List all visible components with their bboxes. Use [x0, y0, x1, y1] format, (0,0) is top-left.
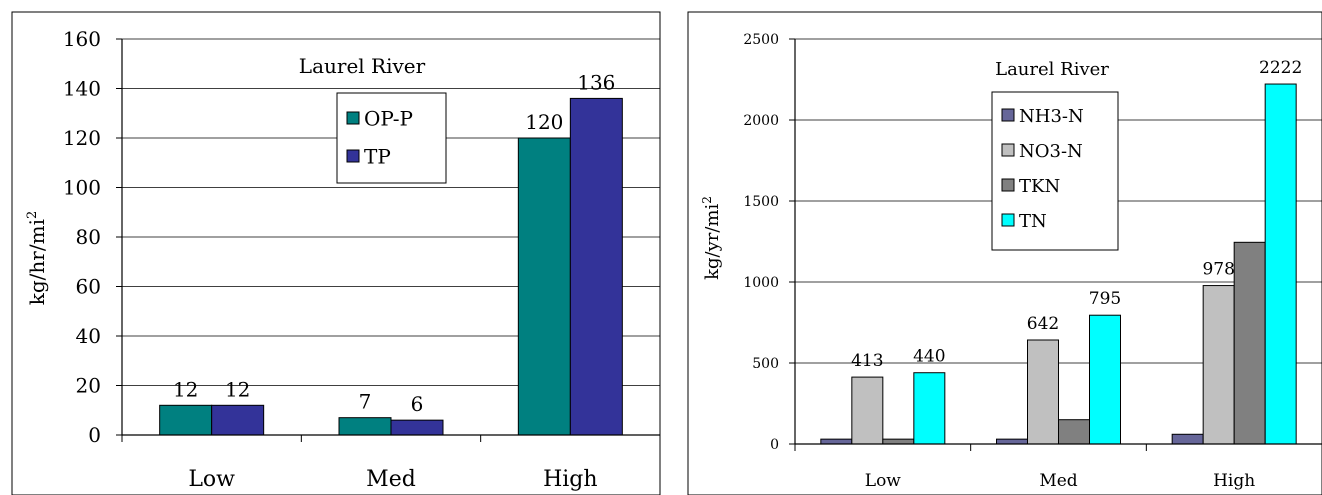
- chart-left-legend-label: OP-P: [364, 107, 413, 131]
- chart-right-data-label: 2222: [1259, 58, 1302, 78]
- chart-right: kg/yr/mi2 0 500 1000 1500 2000 2500 Low Med High…: [687, 11, 1322, 495]
- chart-left-bar-op-p-high: [517, 137, 571, 436]
- chart-right-legend-swatch: [1001, 108, 1015, 122]
- chart-right-y-tick-label: 1000: [743, 275, 779, 291]
- chart-right-legend-swatch: [1001, 178, 1015, 192]
- chart-left-y-tick-label: 120: [63, 126, 101, 150]
- chart-left-y-tick-label: 20: [76, 374, 101, 398]
- chart-right-bar-tkn-low: [882, 438, 915, 445]
- chart-left-legend-label: TP: [364, 145, 391, 169]
- chart-right-legend-swatch: [1001, 213, 1015, 227]
- chart-right-bar-nh3-n-high: [1171, 433, 1204, 445]
- chart-right-bar-tkn-med: [1058, 419, 1090, 445]
- chart-left-y-tick-label: 160: [63, 27, 101, 51]
- chart-right-bar-no3-n-high: [1202, 285, 1235, 445]
- chart-right-bar-nh3-n-low: [820, 438, 853, 445]
- chart-right-title: Laurel River: [995, 59, 1109, 80]
- chart-right-y-tick-label: 2500: [743, 32, 779, 48]
- chart-right-y-tick-label: 500: [752, 356, 779, 372]
- chart-right-data-label: 978: [1202, 260, 1234, 280]
- chart-left-y-tick-label: 40: [76, 324, 101, 348]
- chart-right-x-tick-label: Low: [865, 471, 902, 491]
- chart-left: kg/hr/mi2 0 20 40 60 80 100 120 140 160 Low Med Hig…: [11, 11, 661, 495]
- chart-right-legend-label: TKN: [1019, 176, 1060, 197]
- chart-right-bar-no3-n-low: [851, 376, 884, 445]
- chart-left-y-axis-label: kg/hr/mi2: [25, 211, 49, 305]
- chart-left-y-tick-label: 0: [88, 423, 101, 447]
- chart-right-bar-tkn-high: [1233, 241, 1266, 445]
- chart-left-bar-tp-med: [390, 419, 444, 436]
- chart-right-data-label: 795: [1089, 289, 1121, 309]
- chart-left-data-label: 12: [173, 377, 198, 401]
- chart-right-bar-tn-high: [1264, 83, 1297, 445]
- chart-left-bar-op-p-med: [338, 417, 392, 436]
- chart-left-title: Laurel River: [299, 54, 426, 78]
- chart-right-legend-label: NO3-N: [1019, 141, 1083, 162]
- chart-left-x-tick-label: Med: [366, 467, 416, 492]
- chart-left-y-tick-label: 140: [63, 77, 101, 101]
- chart-left-y-tick-label: 100: [63, 176, 101, 200]
- chart-right-bar-tn-low: [913, 372, 946, 445]
- chart-left-bar-tp-high: [569, 97, 623, 436]
- chart-right-y-tick-label: 0: [770, 437, 779, 453]
- chart-left-data-label: 120: [525, 110, 563, 134]
- chart-left-data-label: 7: [359, 390, 372, 414]
- chart-left-x-tick-label: Low: [188, 467, 235, 492]
- chart-right-y-tick-label: 1500: [743, 194, 779, 210]
- chart-left-legend-swatch: [346, 111, 360, 125]
- chart-right-bar-nh3-n-med: [996, 438, 1028, 445]
- chart-left-bar-tp-low: [211, 404, 265, 436]
- chart-right-x-tick-label: High: [1213, 471, 1255, 491]
- chart-left-x-tick-label: High: [543, 467, 597, 492]
- chart-right-legend-label: TN: [1019, 211, 1047, 232]
- chart-left-data-label: 6: [411, 392, 424, 416]
- chart-right-x-tick-label: Med: [1039, 471, 1077, 491]
- chart-right-data-label: 642: [1027, 314, 1059, 334]
- chart-right-legend-swatch: [1001, 143, 1015, 157]
- chart-right-bar-no3-n-med: [1027, 339, 1059, 445]
- chart-left-data-label: 12: [225, 377, 250, 401]
- chart-right-data-label: 413: [851, 351, 883, 371]
- chart-left-legend-swatch: [346, 149, 360, 163]
- chart-left-y-tick-label: 80: [76, 225, 101, 249]
- chart-right-data-label: 440: [913, 347, 945, 367]
- chart-left-y-tick-label: 60: [76, 275, 101, 299]
- chart-left-legend: [336, 92, 447, 184]
- chart-right-y-axis-label: kg/yr/mi2: [700, 196, 723, 280]
- chart-right-y-tick-label: 2000: [743, 113, 779, 129]
- chart-right-legend-label: NH3-N: [1019, 106, 1084, 127]
- chart-left-data-label: 136: [577, 70, 615, 94]
- chart-right-bar-tn-med: [1089, 314, 1121, 445]
- chart-left-bar-op-p-low: [159, 404, 213, 436]
